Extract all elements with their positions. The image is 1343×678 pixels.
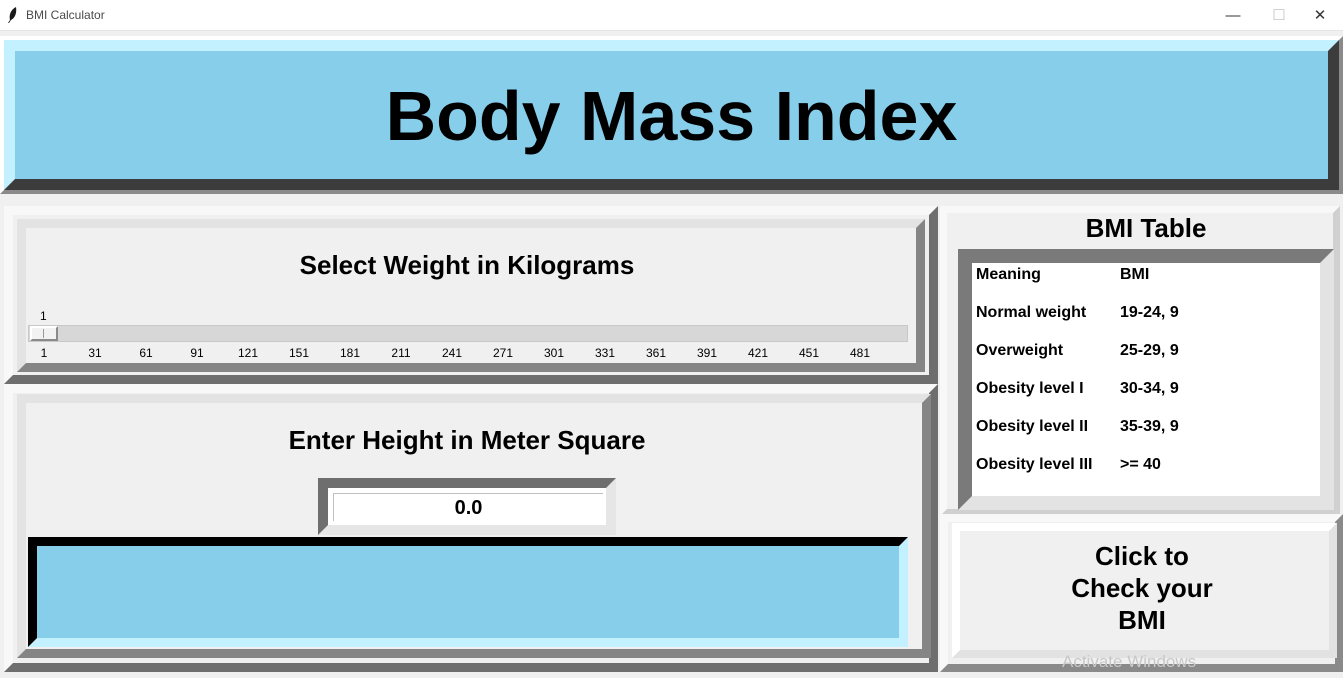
table-cell-meaning: Overweight bbox=[976, 342, 1064, 359]
activation-watermark: Activate Windows bbox=[1062, 652, 1197, 671]
weight-slider-value: 1 bbox=[40, 309, 47, 323]
table-cell-meaning: Obesity level I bbox=[976, 380, 1084, 397]
slider-tick-label: 211 bbox=[391, 346, 411, 360]
slider-tick-label: 31 bbox=[88, 346, 102, 360]
close-button[interactable]: ✕ bbox=[1313, 7, 1327, 24]
table-header-meaning: Meaning bbox=[976, 266, 1041, 283]
weight-label: Select Weight in Kilograms bbox=[299, 250, 635, 280]
slider-tick-label: 91 bbox=[190, 346, 204, 360]
slider-tick-label: 301 bbox=[543, 346, 565, 360]
maximize-button: ☐ bbox=[1272, 7, 1286, 24]
bmi-table-title: BMI Table bbox=[1085, 213, 1207, 243]
table-cell-bmi: 19-24, 9 bbox=[1120, 304, 1179, 321]
weight-slider-handle[interactable] bbox=[30, 326, 58, 341]
slider-tick-label: 481 bbox=[849, 346, 871, 360]
table-cell-bmi: 35-39, 9 bbox=[1120, 418, 1179, 435]
table-header-bmi: BMI bbox=[1120, 266, 1150, 283]
slider-tick-label: 271 bbox=[492, 346, 514, 360]
height-label: Enter Height in Meter Square bbox=[288, 425, 646, 455]
table-cell-bmi: 25-29, 9 bbox=[1120, 342, 1179, 359]
bmi-table bbox=[958, 249, 1334, 510]
header-banner bbox=[4, 40, 1339, 190]
window-titlebar[interactable] bbox=[0, 0, 1343, 31]
minimize-button[interactable]: — bbox=[1225, 7, 1241, 24]
slider-tick-label: 361 bbox=[645, 346, 667, 360]
weight-panel-inner bbox=[17, 219, 925, 372]
table-cell-meaning: Normal weight bbox=[976, 304, 1087, 321]
weight-slider-track[interactable] bbox=[28, 325, 908, 342]
slider-tick-label: 151 bbox=[288, 346, 310, 360]
table-cell-meaning: Obesity level II bbox=[976, 418, 1089, 435]
height-input[interactable]: 0.0 bbox=[333, 493, 603, 521]
check-bmi-button-label[interactable]: Click to Check your BMI bbox=[1071, 541, 1213, 635]
slider-tick-label: 421 bbox=[747, 346, 769, 360]
check-bmi-button[interactable] bbox=[952, 523, 1337, 658]
slider-tick-label: 61 bbox=[139, 346, 153, 360]
bmi-result-display bbox=[28, 537, 908, 647]
page-title: Body Mass Index bbox=[385, 77, 958, 155]
slider-tick-label: 121 bbox=[237, 346, 259, 360]
table-cell-bmi: 30-34, 9 bbox=[1120, 380, 1179, 397]
table-cell-meaning: Obesity level III bbox=[976, 456, 1093, 473]
slider-tick-label: 451 bbox=[798, 346, 820, 360]
table-cell-bmi: >= 40 bbox=[1120, 456, 1161, 473]
slider-tick-label: 1 bbox=[40, 346, 48, 360]
slider-tick-label: 181 bbox=[339, 346, 361, 360]
slider-tick-label: 241 bbox=[441, 346, 463, 360]
window-title: BMI Calculator bbox=[26, 8, 105, 22]
feather-icon bbox=[8, 7, 17, 23]
slider-tick-label: 391 bbox=[696, 346, 718, 360]
slider-tick-label: 331 bbox=[594, 346, 616, 360]
